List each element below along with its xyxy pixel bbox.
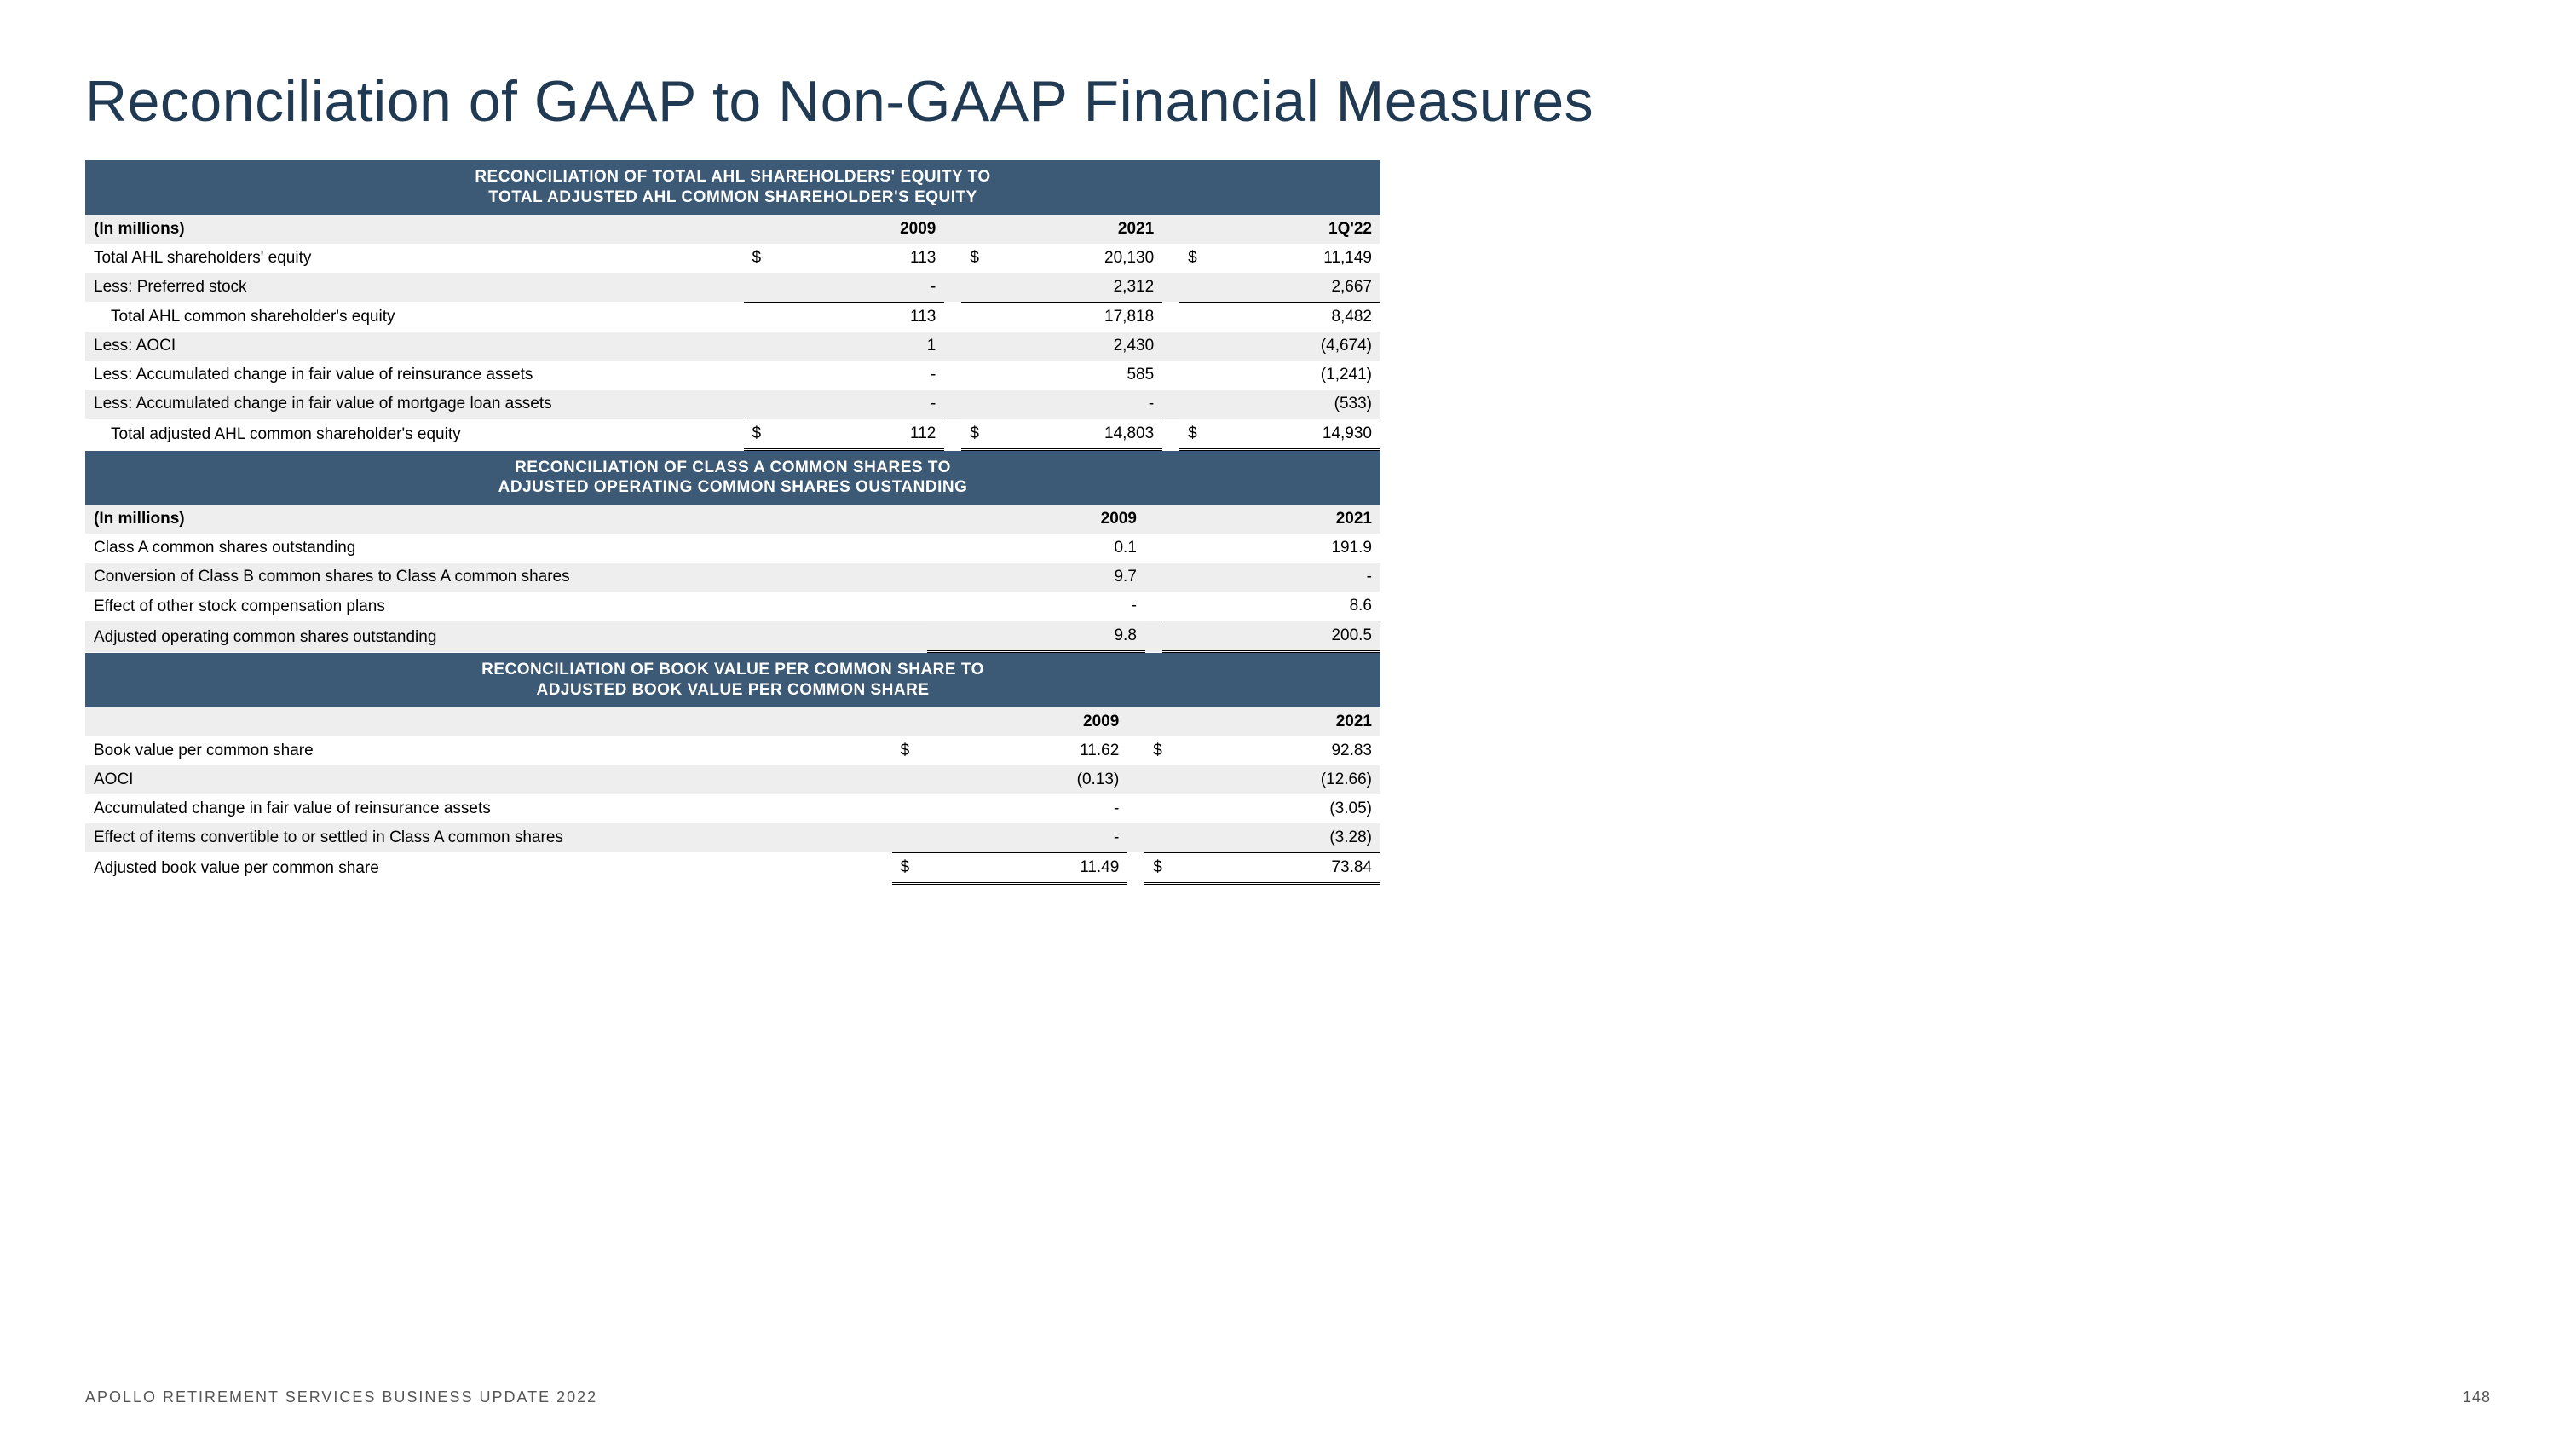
table-row: Adjusted operating common shares outstan… xyxy=(85,621,1380,652)
table-row: AOCI (0.13) (12.66) xyxy=(85,765,1380,794)
table-row: Conversion of Class B common shares to C… xyxy=(85,563,1380,592)
footer-text: APOLLO RETIREMENT SERVICES BUSINESS UPDA… xyxy=(85,1388,597,1406)
table-row: Total AHL shareholders' equity $113 $20,… xyxy=(85,244,1380,273)
table-row: Effect of items convertible to or settle… xyxy=(85,823,1380,853)
t3-header: RECONCILIATION OF BOOK VALUE PER COMMON … xyxy=(85,653,1380,707)
table-row: Book value per common share $11.62 $92.8… xyxy=(85,736,1380,765)
table-row: Adjusted book value per common share $11… xyxy=(85,852,1380,883)
table-row: Less: Accumulated change in fair value o… xyxy=(85,361,1380,390)
t2: (In millions) 2009 2021 Class A common s… xyxy=(85,505,1380,653)
t1-header: RECONCILIATION OF TOTAL AHL SHAREHOLDERS… xyxy=(85,160,1380,215)
table-row: Accumulated change in fair value of rein… xyxy=(85,794,1380,823)
t2-header: RECONCILIATION OF CLASS A COMMON SHARES … xyxy=(85,451,1380,505)
col-2021: 2021 xyxy=(1168,707,1380,736)
unit-label: (In millions) xyxy=(85,505,927,534)
table-row: Less: Preferred stock - 2,312 2,667 xyxy=(85,273,1380,303)
table-row: Effect of other stock compensation plans… xyxy=(85,592,1380,621)
table-row: Class A common shares outstanding 0.1 19… xyxy=(85,534,1380,563)
col-2021: 2021 xyxy=(1162,505,1380,534)
page-title: Reconciliation of GAAP to Non-GAAP Finan… xyxy=(85,68,2491,135)
col-2021: 2021 xyxy=(985,215,1162,244)
table-row: Total AHL common shareholder's equity 11… xyxy=(85,302,1380,332)
tables-container: RECONCILIATION OF TOTAL AHL SHAREHOLDERS… xyxy=(85,160,1380,885)
table-row: Total adjusted AHL common shareholder's … xyxy=(85,419,1380,449)
table-row: Less: AOCI 1 2,430 (4,674) xyxy=(85,332,1380,361)
footer: APOLLO RETIREMENT SERVICES BUSINESS UPDA… xyxy=(85,1388,2491,1406)
table-row: Less: Accumulated change in fair value o… xyxy=(85,390,1380,419)
col-2009: 2009 xyxy=(927,505,1145,534)
col-1q22: 1Q'22 xyxy=(1203,215,1380,244)
col-2009: 2009 xyxy=(916,707,1128,736)
col-2009: 2009 xyxy=(768,215,945,244)
t3: 2009 2021 Book value per common share $1… xyxy=(85,707,1380,885)
t1: (In millions) 2009 2021 1Q'22 Total AHL … xyxy=(85,215,1380,451)
page-number: 148 xyxy=(2463,1388,2491,1406)
unit-label: (In millions) xyxy=(85,215,744,244)
